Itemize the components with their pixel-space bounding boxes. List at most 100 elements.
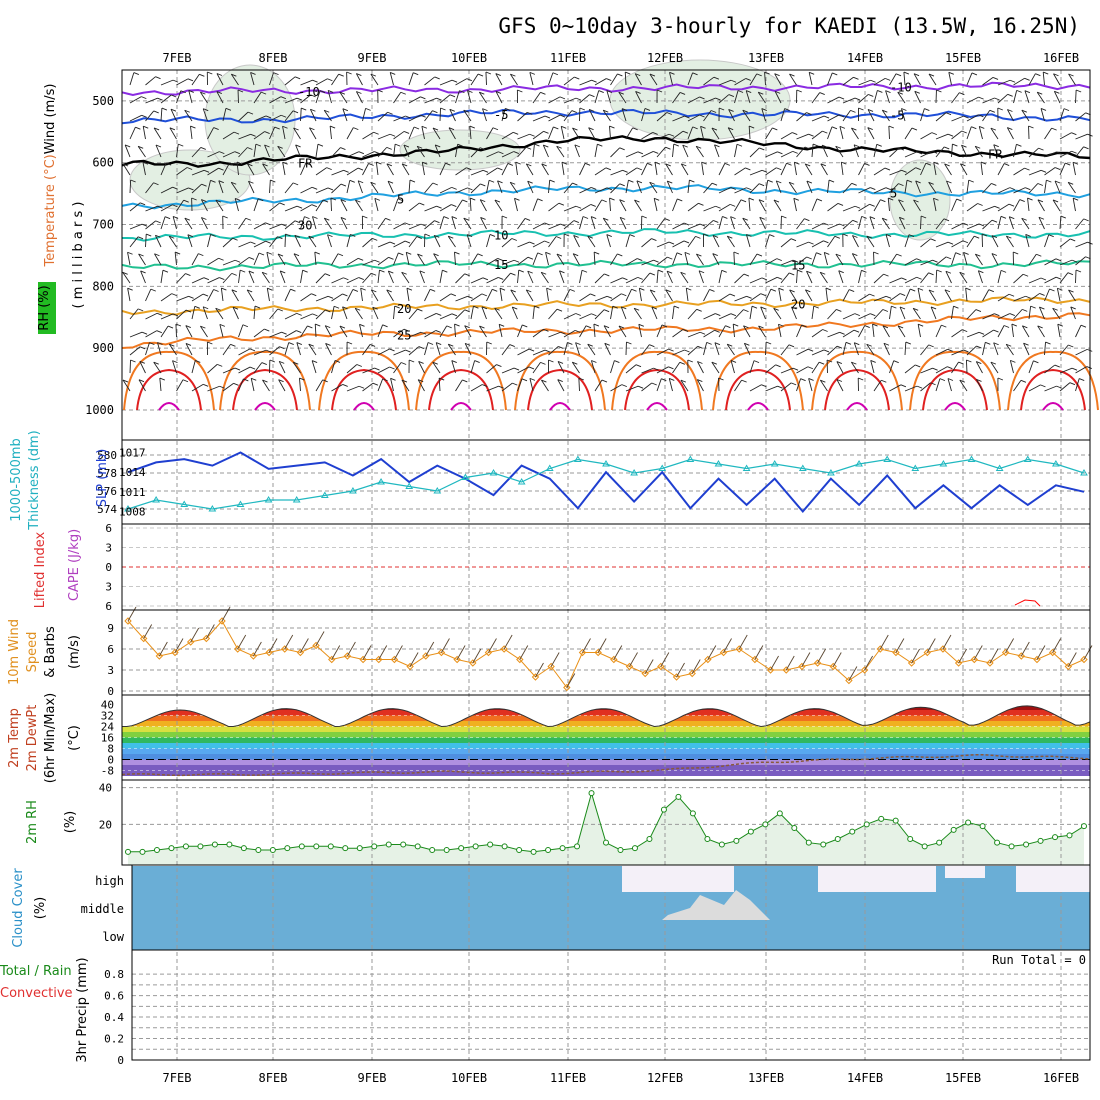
wind-barb-flag: [667, 180, 673, 184]
date-label-top: 15FEB: [945, 51, 981, 65]
date-label-top: 7FEB: [163, 51, 192, 65]
wind-label-3: & Barbs: [43, 626, 58, 678]
wind-barb-flag: [853, 329, 860, 333]
wind-barb: [835, 253, 844, 266]
wind-barb-flag: [479, 91, 485, 95]
thickness-marker: [1051, 460, 1060, 467]
wind-barb-flag: [162, 269, 169, 273]
wind-barb: [1052, 308, 1061, 320]
date-label-bottom: 8FEB: [259, 1071, 288, 1085]
wind-barb: [455, 379, 463, 392]
rh-marker: [153, 847, 160, 853]
thickness-marker: [349, 487, 357, 494]
wind-speed-marker: [719, 648, 728, 657]
rh-marker: [487, 841, 494, 848]
wind-barb: [188, 90, 193, 104]
wind-barb-flag: [342, 108, 349, 112]
wind-barb: [191, 169, 205, 176]
wind-barb-flag: [436, 342, 442, 345]
wind-barb-flag: [653, 151, 659, 154]
wind-barb: [821, 144, 828, 158]
wind-barb-flag: [139, 346, 146, 350]
wind-barb-flag: [333, 305, 340, 309]
wind-barb: [529, 72, 534, 86]
wind-barb-flag: [528, 348, 535, 352]
wind-barb-flag: [202, 383, 209, 387]
wind-barb: [621, 108, 627, 122]
wind-barb-flag: [742, 109, 748, 113]
wind-barb: [386, 289, 394, 302]
wind-barb: [424, 289, 431, 302]
wind-barb-flag: [130, 359, 136, 363]
wind-barb: [1044, 258, 1057, 266]
wind-barb: [1075, 146, 1084, 158]
panel-frame: [121, 439, 1091, 525]
wind-barb-flag: [730, 203, 736, 207]
contour-35: [527, 368, 593, 411]
wind-barb: [262, 379, 270, 392]
wind-barb-flag: [432, 182, 438, 186]
wind-barb: [903, 72, 906, 86]
wind-barb: [510, 73, 518, 86]
rh-marker: [327, 843, 334, 850]
wind-speed-marker: [641, 669, 649, 678]
wind-barb: [168, 235, 177, 248]
contour-label: 15: [791, 259, 805, 273]
wind-barb-flag: [914, 90, 920, 94]
wind-barb-flag: [743, 325, 749, 329]
thickness-label-top: 1000-500mb: [9, 438, 24, 522]
wind-barb-flag: [215, 307, 221, 311]
wind-barb-flag: [1043, 71, 1049, 75]
wind-barb: [494, 308, 503, 320]
wind-barb-flag: [686, 287, 692, 291]
wind-barb-flag: [714, 342, 721, 346]
rh-marker: [472, 843, 479, 850]
wind-barb: [401, 379, 410, 392]
thickness-marker: [686, 455, 695, 462]
wind-speed-marker: [782, 666, 790, 674]
wind-barb-flag: [733, 323, 739, 327]
wind-barb: [324, 325, 332, 338]
wind-barb: [806, 271, 813, 284]
wind-barb: [1028, 183, 1039, 194]
wind-barb: [311, 360, 317, 374]
wind-barb: [1028, 169, 1042, 176]
wind-barb: [935, 241, 949, 248]
wind-barb-flag: [666, 112, 672, 115]
cloud-cover-label: Cloud Cover: [11, 868, 26, 948]
thickness-tick: 576: [97, 485, 117, 498]
wind-barb-flag: [877, 90, 883, 93]
wind-barb-flag: [368, 163, 374, 166]
wind-barb-flag: [405, 349, 411, 353]
wind-barb: [339, 325, 348, 338]
wind-barb-flag: [451, 204, 457, 207]
wind-barb-flag: [541, 271, 547, 275]
wind-barb-flag: [413, 72, 419, 76]
wind-barb: [1028, 147, 1039, 158]
wind-barb-flag: [219, 323, 226, 327]
rh-marker: [646, 836, 653, 842]
temp-band: [122, 759, 1090, 765]
wind-barb-flag: [661, 378, 667, 382]
wind-barb: [294, 235, 301, 248]
wind-barb-flag: [777, 151, 783, 155]
wind-barb-flag: [231, 181, 237, 185]
wind-barb-flag: [432, 361, 438, 365]
wind-barb-flag: [505, 108, 511, 111]
wind-barb-flag: [388, 256, 394, 260]
wind-barb: [1025, 234, 1030, 248]
wind-barb: [959, 271, 968, 284]
wind-barb-flag: [293, 253, 300, 257]
wind-barb-flag: [528, 366, 535, 370]
wind-barb-flag: [1055, 258, 1062, 262]
wind-barb-flag: [137, 308, 144, 312]
wind-barb-flag: [432, 127, 439, 131]
wind-barb-flag: [712, 253, 718, 257]
wind-barb-flag: [216, 91, 222, 94]
surface-wind-barb: [754, 645, 764, 660]
wind-barb: [439, 94, 451, 104]
wind-barb-flag: [1069, 382, 1076, 386]
wind-barb: [1009, 360, 1014, 374]
wind-barb-flag: [661, 324, 668, 328]
thickness-marker: [939, 460, 948, 467]
